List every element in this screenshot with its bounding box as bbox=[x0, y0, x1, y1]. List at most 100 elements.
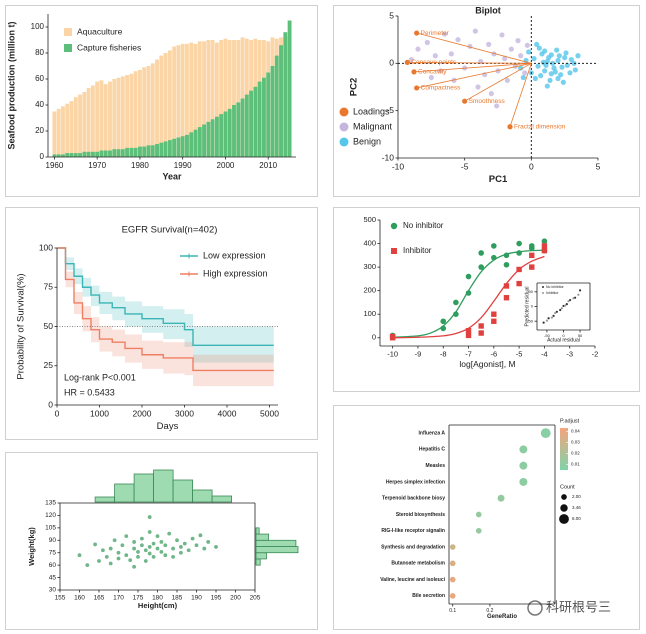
point bbox=[143, 548, 148, 553]
point bbox=[554, 311, 557, 315]
bar bbox=[257, 81, 262, 157]
colorbar-label: 0.02 bbox=[571, 451, 580, 456]
point bbox=[573, 296, 577, 299]
x-axis-label: PC1 bbox=[489, 174, 508, 185]
point bbox=[202, 546, 207, 551]
panel bbox=[333, 405, 640, 630]
legend-marker bbox=[339, 137, 349, 147]
point bbox=[516, 250, 522, 256]
x-tick-label: 1960 bbox=[46, 161, 64, 170]
bar bbox=[78, 94, 82, 157]
bar bbox=[82, 151, 87, 157]
bar bbox=[150, 145, 155, 157]
point bbox=[516, 280, 522, 287]
y-tick-label: Terpenoid backbone biosy bbox=[382, 496, 445, 502]
bar bbox=[202, 124, 206, 157]
y-tick-label: 100 bbox=[31, 22, 45, 31]
point bbox=[132, 546, 137, 551]
bar bbox=[193, 129, 198, 157]
point bbox=[214, 545, 218, 549]
point bbox=[124, 553, 129, 558]
point bbox=[478, 264, 484, 270]
legend-label: High expression bbox=[203, 268, 268, 278]
point bbox=[140, 536, 144, 541]
x-tick-label: 2000 bbox=[217, 161, 235, 170]
point bbox=[136, 549, 140, 554]
point bbox=[155, 546, 160, 551]
bar bbox=[176, 45, 181, 158]
y-tick-label: 50 bbox=[529, 289, 534, 294]
point bbox=[85, 563, 90, 568]
bar bbox=[73, 97, 78, 157]
point bbox=[499, 32, 505, 38]
point bbox=[542, 48, 548, 54]
y-tick-label: 100 bbox=[363, 309, 376, 318]
bar bbox=[61, 106, 65, 157]
panel bbox=[333, 5, 640, 197]
point bbox=[544, 83, 550, 89]
bar bbox=[86, 151, 91, 157]
loading-point bbox=[414, 30, 420, 36]
point bbox=[147, 551, 152, 556]
point bbox=[494, 103, 500, 109]
bar bbox=[138, 69, 142, 157]
annotation: Log-rank P<0.001 bbox=[64, 372, 136, 382]
bar bbox=[159, 55, 164, 157]
bar bbox=[236, 102, 241, 157]
colorbar bbox=[560, 428, 568, 470]
point bbox=[108, 561, 113, 566]
x-tick-label: 0.1 bbox=[449, 608, 456, 614]
point bbox=[503, 261, 510, 268]
bar bbox=[206, 121, 211, 157]
survival-line bbox=[57, 247, 274, 347]
y-tick-label: Bile secretion bbox=[412, 593, 445, 599]
x-tick-label: 170 bbox=[113, 595, 124, 602]
point bbox=[432, 53, 438, 59]
bar bbox=[82, 92, 87, 157]
size-legend-label: 6.00 bbox=[572, 516, 581, 521]
point bbox=[179, 545, 183, 549]
point bbox=[453, 311, 459, 318]
x-tick-label: 160 bbox=[74, 595, 85, 602]
bar bbox=[189, 132, 194, 157]
point bbox=[546, 55, 552, 61]
bar bbox=[249, 90, 254, 157]
point bbox=[408, 56, 414, 63]
bar bbox=[167, 50, 172, 157]
point bbox=[534, 41, 540, 48]
point bbox=[475, 84, 481, 90]
bar bbox=[206, 40, 211, 157]
size-legend-dot bbox=[560, 504, 568, 512]
legend-label: Aquaculture bbox=[77, 26, 123, 36]
y-tick-label: -10 bbox=[382, 152, 395, 162]
x-tick-label: 0.2 bbox=[486, 608, 493, 614]
bar bbox=[197, 41, 202, 157]
point bbox=[522, 70, 528, 76]
bar bbox=[69, 101, 74, 157]
point bbox=[541, 247, 548, 254]
point bbox=[503, 283, 510, 289]
point bbox=[572, 67, 578, 73]
x-tick-label: -3 bbox=[566, 350, 573, 359]
point bbox=[545, 319, 549, 322]
x-tick-label: 155 bbox=[55, 595, 66, 602]
bar bbox=[270, 66, 275, 157]
point bbox=[179, 550, 183, 555]
bar bbox=[189, 42, 194, 157]
bar bbox=[159, 142, 164, 157]
bar bbox=[120, 76, 125, 157]
y-tick-label: 0 bbox=[48, 399, 53, 409]
point bbox=[538, 73, 544, 79]
histogram-bar bbox=[255, 533, 270, 541]
point bbox=[472, 28, 478, 34]
y-tick-label: 135 bbox=[45, 500, 56, 507]
point bbox=[554, 47, 560, 53]
x-tick-label: -50 bbox=[544, 333, 551, 338]
chart-title: EGFR Survival(n=402) bbox=[122, 225, 218, 236]
panel bbox=[5, 207, 318, 440]
point bbox=[526, 49, 532, 55]
bar bbox=[78, 153, 82, 157]
point bbox=[116, 550, 121, 555]
legend-marker bbox=[339, 107, 349, 117]
